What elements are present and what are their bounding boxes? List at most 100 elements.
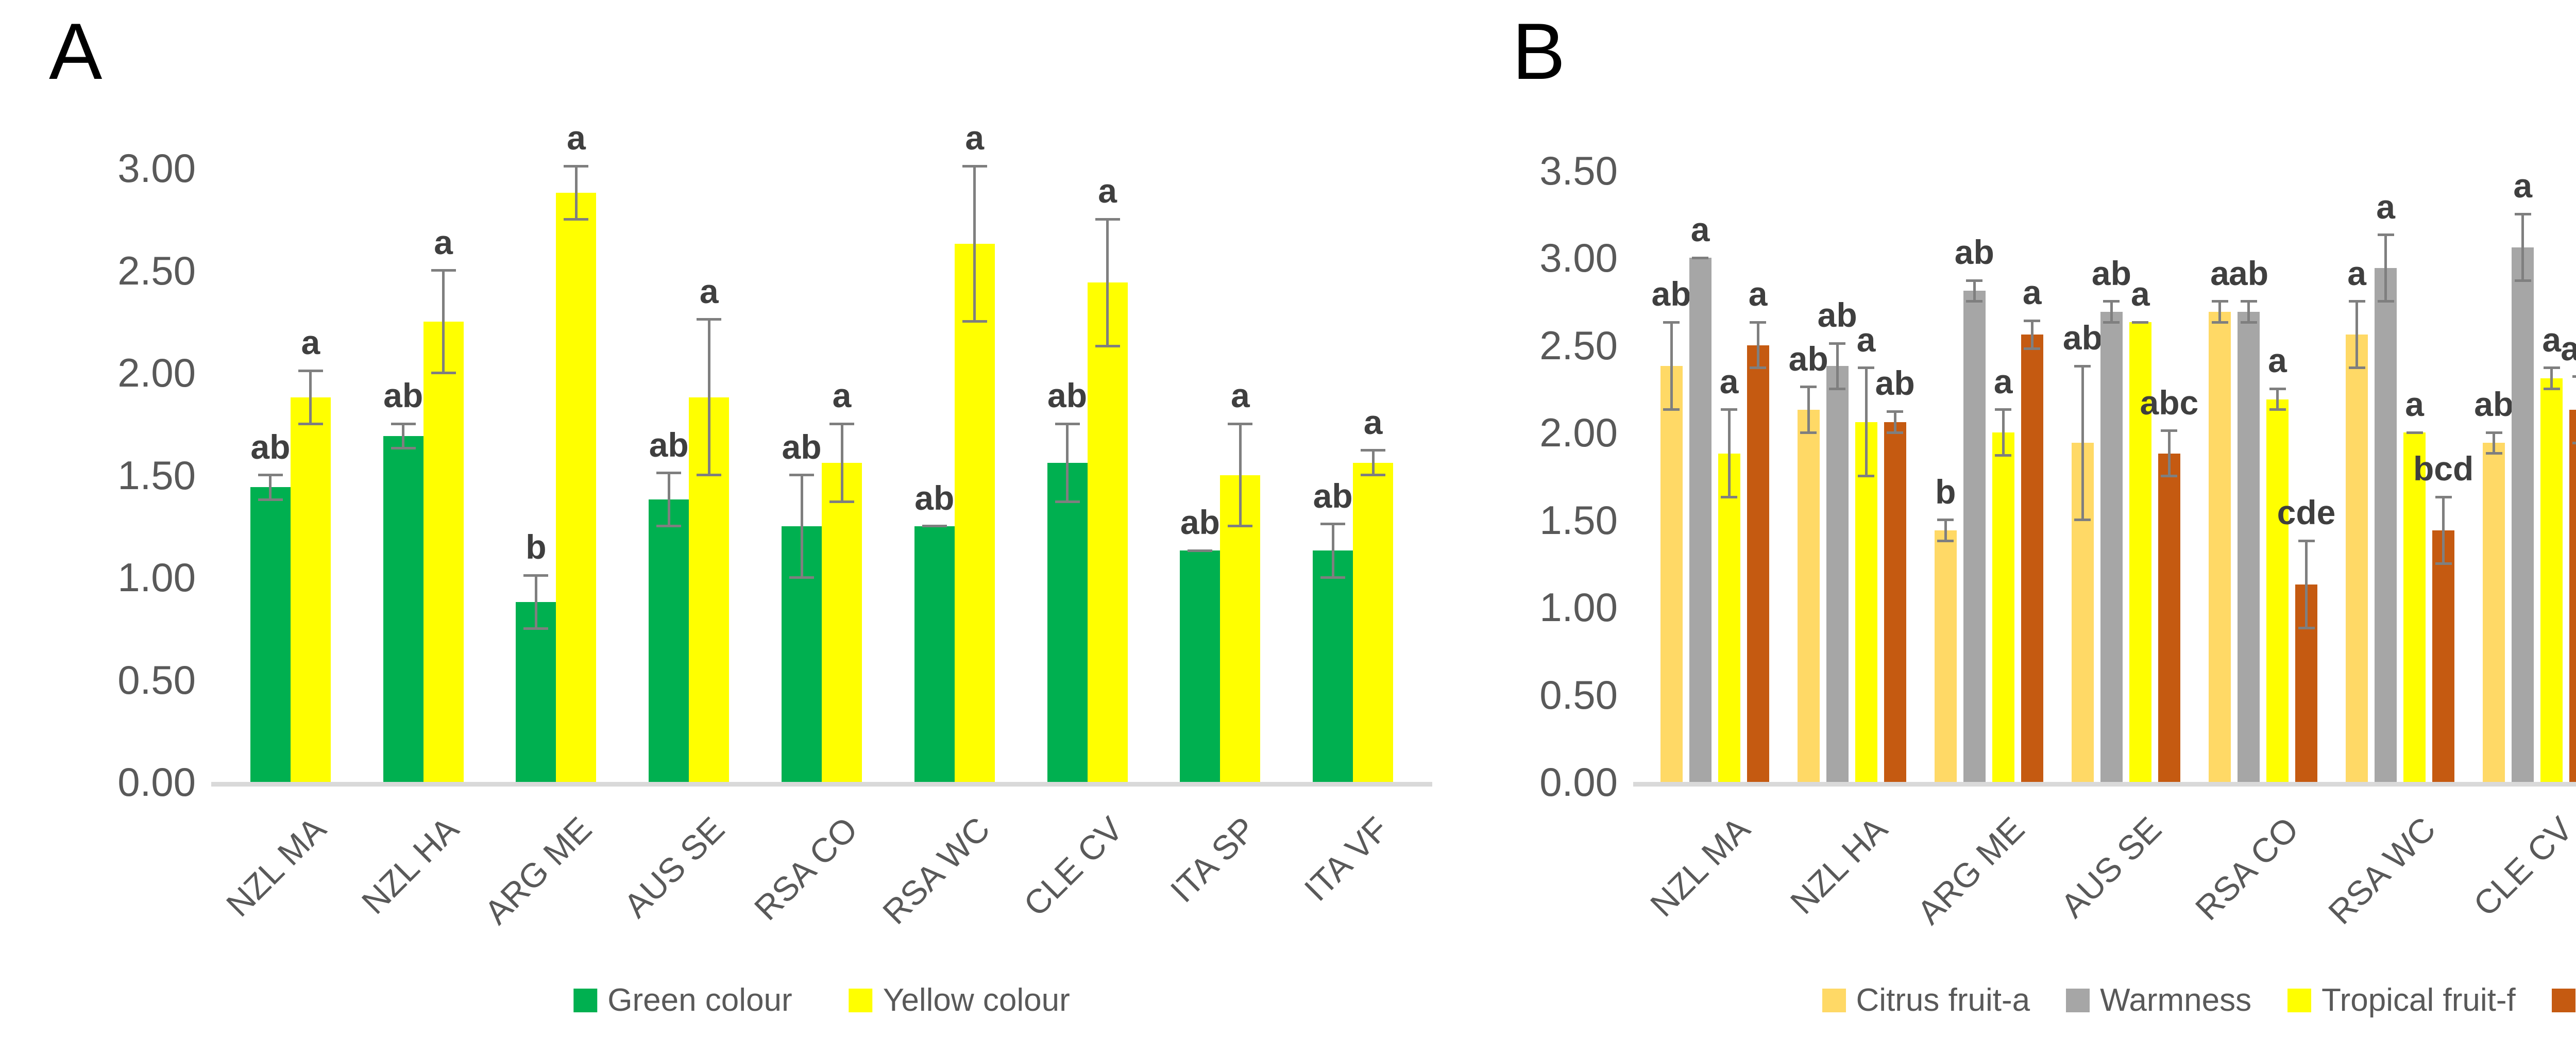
bar-yellow-colour-arg-me xyxy=(556,192,597,782)
error-cap-bottom-yellow-colour-ita-sp xyxy=(1228,525,1253,528)
sig-letter-green-colour-ita-sp: ab xyxy=(1180,503,1220,542)
x-axis-label-b-nzl-ha: NZL HA xyxy=(1783,809,1895,922)
error-cap-top-tropical-fruit-f-aus-se xyxy=(2132,321,2149,324)
bar-green-colour-ita-vf xyxy=(1313,550,1353,782)
sig-letter-warmness-arg-me: ab xyxy=(1954,233,1994,272)
panel-a-y-tick-0.50: 0.50 xyxy=(117,657,196,703)
bar-yellow-colour-nzl-ma xyxy=(290,397,331,782)
panel-a-x-axis-line xyxy=(211,782,1432,787)
bar-green-colour-arg-me xyxy=(516,602,556,782)
error-bar-yellow-colour-nzl-ha xyxy=(442,270,445,373)
x-axis-label-a-ita-vf: ITA VF xyxy=(1297,809,1396,909)
error-cap-bottom-warmness-nzl-ha xyxy=(1829,387,1846,390)
error-bar-green-colour-rsa-co xyxy=(800,475,803,577)
panel-a-label: A xyxy=(49,7,103,96)
sig-letter-citrus-fruit-a-nzl-ma: ab xyxy=(1651,275,1691,313)
panel-b-y-tick-0.50: 0.50 xyxy=(1539,672,1618,717)
sig-letter-yellow-colour-ita-sp: a xyxy=(1230,376,1250,415)
x-axis-label-a-cle-cv: CLE CV xyxy=(1016,809,1130,924)
error-bar-green-colour-arg-me xyxy=(534,575,537,629)
error-cap-top-green-colour-arg-me xyxy=(523,574,549,577)
sig-letter-tropical-fruit-f-rsa-wc: a xyxy=(2405,385,2424,423)
legend-panel-b: Citrus fruit-a Warmness Tropical fruit-f Wo… xyxy=(1822,983,2576,1017)
sig-letter-citrus-fruit-a-arg-me: b xyxy=(1935,472,1956,511)
legend-swatch-yellow-colour xyxy=(849,989,873,1012)
error-bar-citrus-fruit-a-nzl-ha xyxy=(1807,387,1810,432)
error-bar-tropical-fruit-f-rsa-co xyxy=(2276,389,2279,410)
error-cap-bottom-tropical-fruit-f-cle-cv xyxy=(2543,387,2560,390)
error-bar-yellow-colour-aus-se xyxy=(707,319,710,475)
sig-letter-yellow-colour-rsa-co: a xyxy=(832,376,852,415)
bar-warmness-nzl-ha xyxy=(1826,366,1849,782)
legend-item-green-colour: Green colour xyxy=(573,983,792,1017)
error-bar-warmness-rsa-co xyxy=(2247,301,2250,323)
sig-letter-yellow-colour-cle-cv: a xyxy=(1098,172,1117,210)
error-cap-top-yellow-colour-nzl-ma xyxy=(298,369,323,372)
bar-yellow-colour-rsa-co xyxy=(822,462,862,782)
error-cap-top-yellow-colour-aus-se xyxy=(697,318,722,321)
legend-swatch-woody-f xyxy=(2551,989,2575,1012)
error-bar-yellow-colour-rsa-co xyxy=(840,424,843,502)
error-bar-woody-f-nzl-ma xyxy=(1756,322,1759,368)
x-axis-label-b-aus-se: AUS SE xyxy=(2053,809,2169,925)
sig-letter-tropical-fruit-f-arg-me: a xyxy=(1993,362,2013,400)
error-cap-top-warmness-rsa-co xyxy=(2240,300,2257,303)
sig-letter-green-colour-nzl-ma: ab xyxy=(250,427,291,466)
bar-citrus-fruit-a-nzl-ma xyxy=(1660,366,1683,782)
bar-warmness-arg-me xyxy=(1963,291,1986,782)
error-cap-top-green-colour-ita-sp xyxy=(1188,549,1213,552)
bar-green-colour-nzl-ha xyxy=(383,436,423,782)
panel-a-y-tick-2.00: 2.00 xyxy=(117,350,196,395)
error-bar-green-colour-cle-cv xyxy=(1066,424,1069,502)
error-cap-top-warmness-aus-se xyxy=(2103,300,2120,303)
panel-b-y-tick-2.00: 2.00 xyxy=(1539,410,1618,455)
legend-item-citrus-fruit-a: Citrus fruit-a xyxy=(1822,983,2030,1017)
bar-citrus-fruit-a-cle-cv xyxy=(2483,443,2505,782)
bar-yellow-colour-rsa-wc xyxy=(954,243,995,782)
error-cap-bottom-warmness-rsa-co xyxy=(2240,321,2257,324)
panel-a-y-tick-0.00: 0.00 xyxy=(117,759,196,805)
error-cap-bottom-yellow-colour-rsa-wc xyxy=(962,320,987,323)
error-cap-bottom-citrus-fruit-a-nzl-ma xyxy=(1663,408,1680,411)
error-cap-top-warmness-nzl-ha xyxy=(1829,342,1846,345)
bar-tropical-fruit-f-rsa-co xyxy=(2266,399,2289,782)
error-cap-top-tropical-fruit-f-rsa-wc xyxy=(2406,431,2423,434)
sig-letter-warmness-nzl-ha: ab xyxy=(1817,296,1857,335)
error-cap-bottom-yellow-colour-nzl-ha xyxy=(431,371,456,374)
error-bar-citrus-fruit-a-aus-se xyxy=(2081,366,2084,520)
bar-tropical-fruit-f-aus-se xyxy=(2129,322,2151,782)
error-cap-bottom-woody-f-cle-cv xyxy=(2572,441,2576,444)
error-cap-top-green-colour-nzl-ha xyxy=(391,422,416,425)
sig-letter-woody-f-rsa-co: cde xyxy=(2277,493,2336,532)
legend-panel-a: Green colour Yellow colour xyxy=(573,983,1070,1017)
bar-tropical-fruit-f-nzl-ha xyxy=(1855,422,1877,782)
bar-woody-f-cle-cv xyxy=(2569,409,2576,782)
bar-yellow-colour-ita-vf xyxy=(1353,462,1394,782)
error-cap-top-green-colour-ita-vf xyxy=(1320,523,1346,526)
error-bar-woody-f-nzl-ha xyxy=(1893,411,1896,432)
error-cap-top-citrus-fruit-a-arg-me xyxy=(1937,519,1954,521)
error-cap-top-yellow-colour-rsa-co xyxy=(829,422,854,425)
sig-letter-green-colour-cle-cv: ab xyxy=(1047,376,1088,415)
error-cap-top-yellow-colour-cle-cv xyxy=(1095,218,1120,221)
error-cap-bottom-yellow-colour-ita-vf xyxy=(1361,474,1386,476)
error-bar-green-colour-nzl-ha xyxy=(402,424,405,448)
error-cap-top-citrus-fruit-a-rsa-co xyxy=(2211,300,2228,303)
error-cap-top-yellow-colour-nzl-ha xyxy=(431,269,456,272)
legend-swatch-citrus-fruit-a xyxy=(1822,989,1846,1012)
sig-letter-yellow-colour-arg-me: a xyxy=(567,119,586,157)
bar-woody-f-nzl-ha xyxy=(1884,422,1906,782)
error-cap-bottom-tropical-fruit-f-arg-me xyxy=(1995,454,2012,457)
x-axis-label-b-rsa-wc: RSA WC xyxy=(2321,809,2443,932)
error-cap-bottom-green-colour-rsa-co xyxy=(789,576,814,579)
legend-label-green-colour: Green colour xyxy=(607,982,792,1018)
error-cap-top-warmness-rsa-wc xyxy=(2377,233,2394,237)
error-cap-top-tropical-fruit-f-nzl-ma xyxy=(1721,408,1738,411)
panel-b-label: B xyxy=(1512,7,1566,96)
bar-tropical-fruit-f-rsa-wc xyxy=(2403,432,2426,782)
legend-label-warmness: Warmness xyxy=(2100,982,2252,1018)
error-cap-bottom-citrus-fruit-a-rsa-co xyxy=(2211,321,2228,324)
sig-letter-yellow-colour-nzl-ha: a xyxy=(434,223,453,261)
error-cap-bottom-warmness-cle-cv xyxy=(2514,279,2531,282)
